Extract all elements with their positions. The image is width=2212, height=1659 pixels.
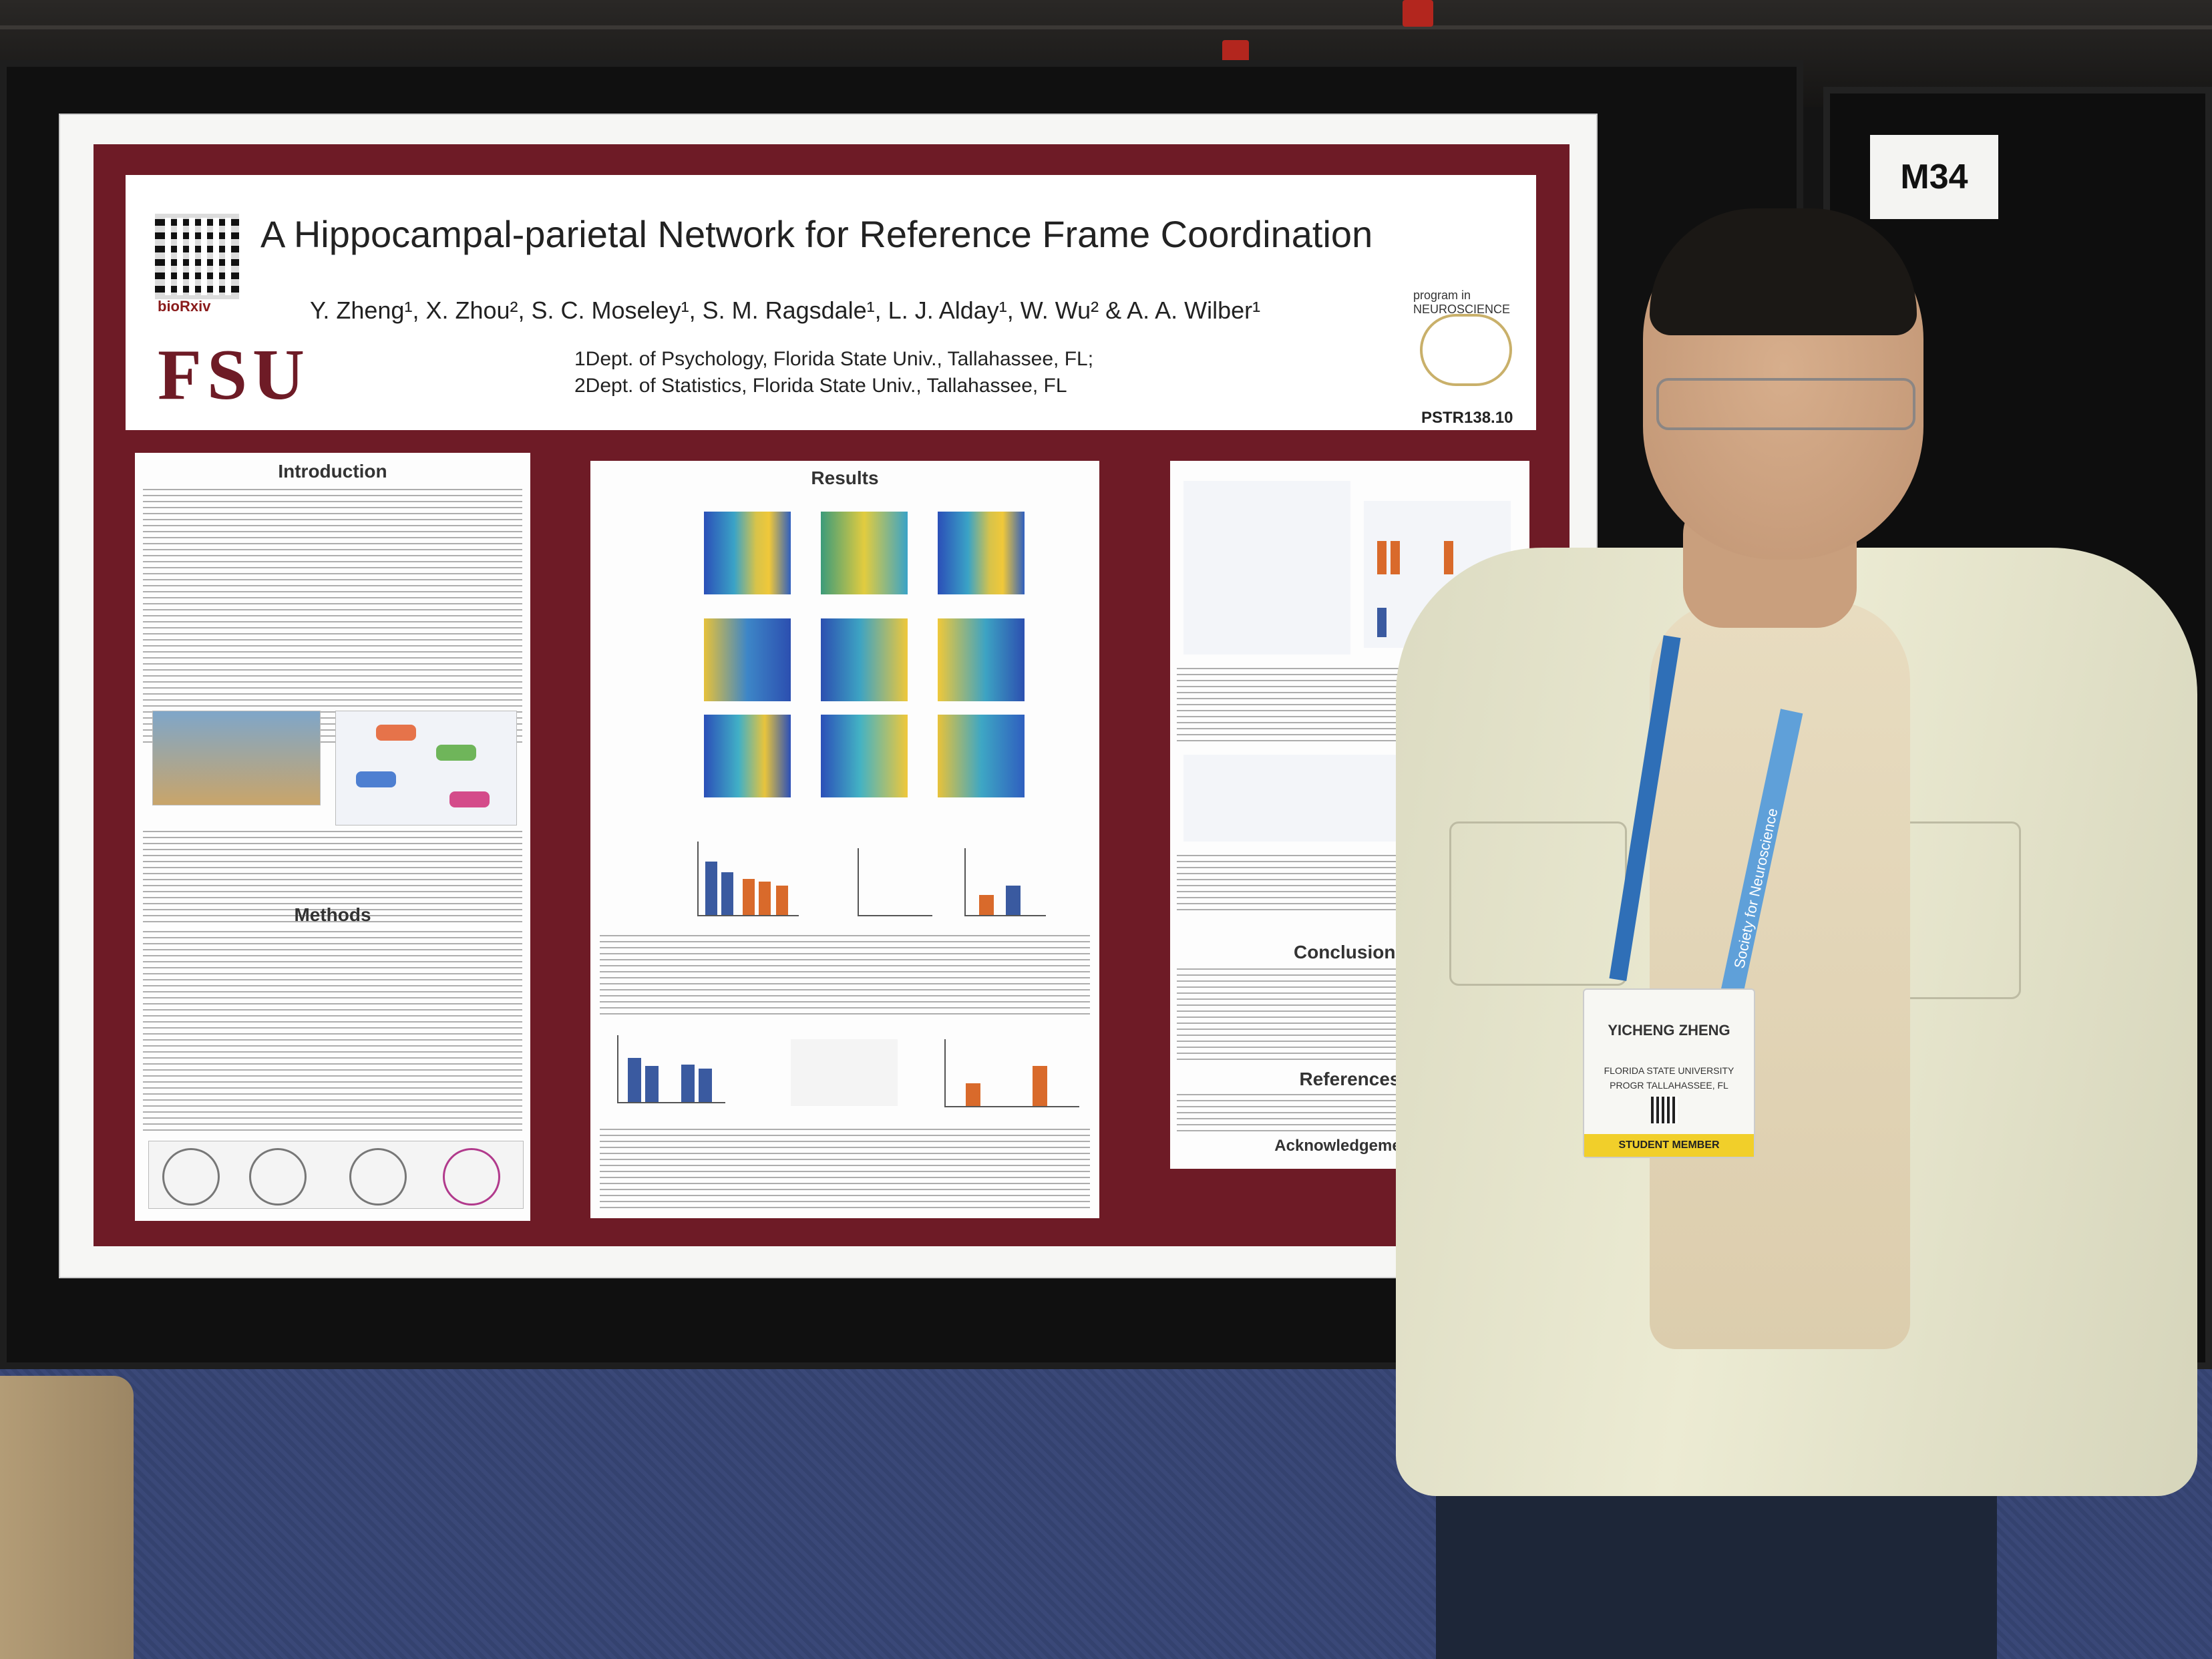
qr-code-pattern bbox=[155, 214, 239, 299]
bar bbox=[628, 1058, 641, 1102]
bar-chart-decoding bbox=[697, 842, 799, 916]
badge-name: YICHENG ZHENG bbox=[1608, 1022, 1730, 1039]
bar bbox=[979, 895, 994, 915]
poster-header bbox=[126, 175, 1536, 430]
figure-egocentric-photo bbox=[152, 711, 321, 805]
bar bbox=[1377, 541, 1387, 574]
heatmap-panel bbox=[704, 715, 791, 797]
section-title-references: References bbox=[1299, 1069, 1401, 1089]
ceiling-fixture bbox=[1403, 0, 1433, 27]
bar bbox=[721, 872, 733, 915]
figure-network-diagram bbox=[335, 711, 517, 825]
results-caption-text bbox=[600, 935, 1090, 1015]
name-badge: YICHENG ZHENG FLORIDA STATE UNIVERSITY P… bbox=[1583, 988, 1755, 1158]
poster-authors: Y. Zheng¹, X. Zhou², S. C. Moseley¹, S. … bbox=[310, 297, 1261, 324]
panel-introduction: Introduction Methods bbox=[135, 453, 530, 1221]
maze-circle bbox=[249, 1148, 307, 1206]
bar bbox=[743, 879, 755, 915]
bar bbox=[1006, 886, 1021, 915]
person-hair bbox=[1650, 208, 1917, 335]
maze-circle bbox=[162, 1148, 220, 1206]
bar bbox=[1444, 541, 1453, 574]
booth-label: M34 bbox=[1870, 135, 1998, 219]
badge-member-type: STUDENT MEMBER bbox=[1584, 1134, 1754, 1157]
badge-affiliation: FLORIDA STATE UNIVERSITY PROGR TALLAHASS… bbox=[1604, 1065, 1734, 1091]
badge-qr-icon bbox=[1651, 1097, 1678, 1123]
neuroscience-brain-icon bbox=[1420, 314, 1512, 386]
poster-title: A Hippocampal-parietal Network for Refer… bbox=[260, 213, 1373, 255]
heatmap-panel bbox=[821, 715, 908, 797]
heatmap-panel bbox=[821, 618, 908, 701]
heatmap-panel bbox=[938, 715, 1025, 797]
dot-chart bbox=[858, 848, 932, 916]
bar bbox=[1033, 1066, 1047, 1106]
network-node bbox=[356, 771, 396, 787]
panel-results: Results bbox=[590, 461, 1099, 1218]
glasses-icon bbox=[1656, 378, 1915, 430]
heatmap-panel bbox=[704, 618, 791, 701]
network-node bbox=[436, 745, 476, 761]
bar bbox=[699, 1069, 712, 1102]
heatmap-panel bbox=[821, 512, 908, 594]
poster-affiliations: 1Dept. of Psychology, Florida State Univ… bbox=[574, 348, 1094, 397]
bar bbox=[705, 862, 717, 915]
qr-caption: bioRxiv bbox=[158, 298, 211, 315]
bar bbox=[681, 1065, 695, 1102]
figure-caption-text bbox=[143, 831, 522, 924]
bar bbox=[1391, 541, 1400, 574]
maze-circle bbox=[349, 1148, 407, 1206]
section-title-results: Results bbox=[811, 468, 879, 488]
section-title-methods: Methods bbox=[294, 904, 371, 925]
bar bbox=[759, 882, 771, 915]
figure-line-traces bbox=[1183, 481, 1350, 655]
results-caption-text-2 bbox=[600, 1129, 1090, 1212]
bar-chart-error bbox=[944, 1039, 1079, 1107]
bar bbox=[776, 886, 788, 915]
figure-rat-maze bbox=[791, 1039, 898, 1106]
ceiling-truss bbox=[0, 25, 2212, 29]
heatmap-panel bbox=[938, 512, 1025, 594]
introduction-text bbox=[143, 489, 522, 743]
bar bbox=[1377, 608, 1387, 637]
jacket-pocket bbox=[1449, 821, 1627, 986]
bar bbox=[645, 1066, 659, 1102]
visitor-leg bbox=[0, 1376, 134, 1659]
bar-chart-accuracy bbox=[617, 1035, 725, 1103]
methods-text bbox=[143, 931, 522, 1131]
heatmap-panel bbox=[704, 512, 791, 594]
network-node bbox=[376, 725, 416, 741]
heatmap-panel bbox=[938, 618, 1025, 701]
maze-circle bbox=[443, 1148, 500, 1206]
bar bbox=[966, 1083, 980, 1106]
bar-chart-go-to bbox=[964, 848, 1046, 916]
figure-maze-schematic bbox=[148, 1141, 524, 1209]
network-node bbox=[449, 791, 490, 807]
fsu-logo: FSU bbox=[158, 335, 311, 415]
program-label: program in NEUROSCIENCE bbox=[1413, 289, 1511, 316]
section-title-introduction: Introduction bbox=[278, 461, 387, 482]
poster-id: PSTR138.10 bbox=[1421, 409, 1513, 427]
section-title-conclusions: Conclusions bbox=[1293, 942, 1406, 962]
